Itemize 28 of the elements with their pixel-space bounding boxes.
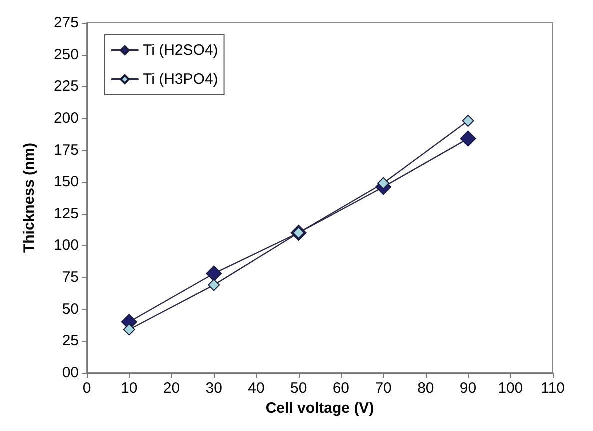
y-tick-label: 25 xyxy=(62,332,79,350)
y-tick-label: 150 xyxy=(54,174,79,191)
x-tick-label: 0 xyxy=(82,380,92,397)
x-tick-label: 90 xyxy=(460,380,477,397)
y-axis-title: Thickness (nm) xyxy=(21,142,38,254)
y-tick-label: 250 xyxy=(54,46,79,64)
y-tick-label: 50 xyxy=(62,300,79,318)
y-tick-label: 75 xyxy=(62,269,79,286)
x-tick-label: 70 xyxy=(375,380,392,397)
x-tick-label: 110 xyxy=(541,380,565,397)
x-tick-label: 80 xyxy=(418,380,434,397)
y-tick-label: 275 xyxy=(54,14,79,32)
x-tick-label: 40 xyxy=(248,380,265,397)
y-tick-label: 175 xyxy=(54,142,79,159)
legend-label: Ti (H2SO4) xyxy=(143,42,218,59)
x-axis-title: Cell voltage (V) xyxy=(266,400,374,417)
x-tick-label: 30 xyxy=(206,380,222,397)
y-tick-label: 100 xyxy=(54,237,79,254)
y-tick-label: 225 xyxy=(54,78,79,96)
x-tick-label: 10 xyxy=(121,380,138,397)
y-tick-label: 125 xyxy=(54,205,79,222)
x-tick-label: 100 xyxy=(498,380,524,397)
x-tick-label: 60 xyxy=(332,380,350,397)
legend-label: Ti (H3PO4) xyxy=(143,71,218,88)
y-tick-label: 00 xyxy=(62,364,79,382)
x-tick-label: 20 xyxy=(163,380,180,397)
x-tick-label: 50 xyxy=(290,380,308,397)
y-tick-label: 200 xyxy=(54,110,79,127)
